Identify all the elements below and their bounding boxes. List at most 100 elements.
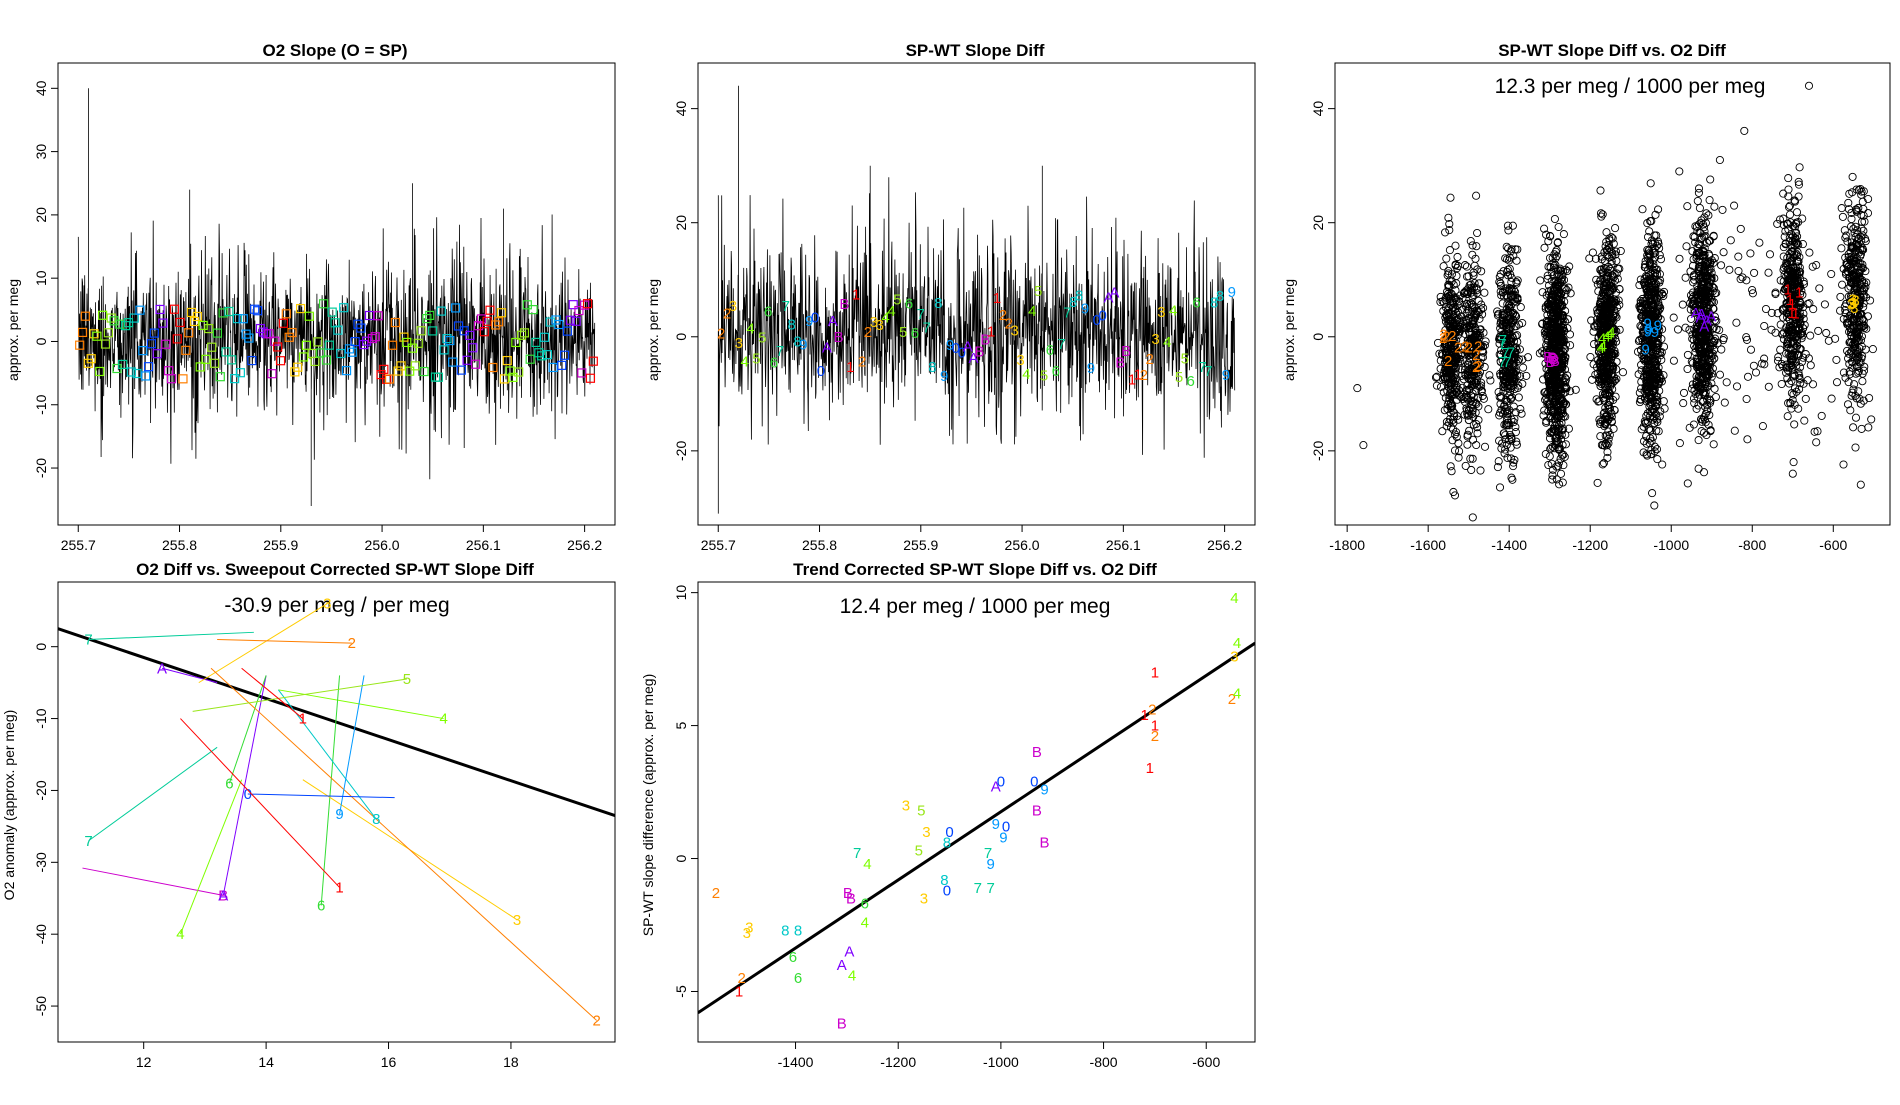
marker-square xyxy=(442,334,452,344)
point-label: B xyxy=(837,1015,847,1032)
x-tick-label: 255.9 xyxy=(263,537,298,553)
cluster-label: 1 xyxy=(1786,292,1794,309)
marker-square xyxy=(577,368,587,378)
point-label: 7 xyxy=(986,880,994,897)
x-tick-label: 18 xyxy=(503,1054,519,1070)
marker-square xyxy=(416,326,426,336)
marker-square xyxy=(293,362,303,372)
marker-label: 9 xyxy=(946,337,954,354)
segment-label: B xyxy=(218,887,228,904)
cluster-label: 2 xyxy=(1474,358,1482,375)
marker-square xyxy=(511,337,521,348)
panel-trend-corrected: Trend Corrected SP-WT Slope Diff vs. O2 … xyxy=(640,560,1256,1070)
y-tick-label: 40 xyxy=(33,80,49,96)
x-tick-label: 256.2 xyxy=(1207,537,1242,553)
point-label: 1 xyxy=(1140,707,1148,724)
marker-label: B xyxy=(834,329,844,346)
point-label: 2 xyxy=(1148,702,1156,719)
marker-square xyxy=(238,314,248,324)
cluster-label: 9 xyxy=(1644,322,1652,339)
marker-square xyxy=(115,319,125,329)
cluster-label: 7 xyxy=(1501,345,1509,362)
point-label: B xyxy=(1032,744,1042,761)
marker-label: 2 xyxy=(723,305,731,322)
segment-line xyxy=(339,675,365,815)
marker-square xyxy=(422,313,432,324)
y-tick-label: 0 xyxy=(1310,333,1326,341)
cluster-label: 4 xyxy=(1605,327,1613,344)
marker-square xyxy=(471,359,481,369)
marker-label: 9 xyxy=(805,313,813,330)
cluster-label: 2 xyxy=(1439,326,1447,343)
marker-square xyxy=(321,355,332,365)
marker-label: B xyxy=(1115,355,1125,372)
marker-square xyxy=(376,370,386,380)
point-label: 0 xyxy=(997,773,1005,790)
marker-square xyxy=(439,345,449,355)
marker-square xyxy=(100,339,111,349)
plot-frame xyxy=(697,62,1256,526)
x-tick-label: 255.7 xyxy=(61,537,96,553)
marker-label: A xyxy=(963,339,973,356)
marker-square xyxy=(75,340,85,350)
marker-square xyxy=(132,368,142,379)
marker-square xyxy=(545,317,555,327)
marker-square xyxy=(212,328,223,338)
marker-square xyxy=(184,328,194,338)
segment-label: 4 xyxy=(439,711,447,728)
marker-square xyxy=(227,355,237,365)
marker-square xyxy=(198,320,208,331)
marker-square xyxy=(258,327,268,337)
y-tick-label: -10 xyxy=(33,394,49,414)
marker-square xyxy=(155,304,165,315)
cluster-label: 7 xyxy=(1507,345,1515,362)
marker-square xyxy=(522,300,532,310)
marker-label: 9 xyxy=(1222,367,1230,384)
segment-label: 1 xyxy=(299,711,307,728)
marker-label: A xyxy=(969,350,979,367)
segment-label: 4 xyxy=(176,926,184,943)
marker-label: 4 xyxy=(1169,302,1177,319)
marker-square xyxy=(166,374,177,384)
marker-square xyxy=(89,329,99,339)
segment-line xyxy=(88,631,254,640)
x-tick-label: -1800 xyxy=(1329,537,1365,553)
x-tick-label: -1600 xyxy=(1410,537,1446,553)
marker-square xyxy=(390,317,400,328)
marker-square xyxy=(402,337,412,348)
marker-square xyxy=(336,348,346,359)
cluster-label: 2 xyxy=(1465,339,1473,356)
point-label: 8 xyxy=(943,835,951,852)
marker-square xyxy=(318,299,329,309)
segment-line xyxy=(320,675,341,906)
x-tick-label: 12 xyxy=(136,1054,152,1070)
cluster-label: 2 xyxy=(1448,328,1456,345)
marker-square xyxy=(209,358,220,368)
cluster-label: A xyxy=(1696,306,1706,323)
marker-square xyxy=(327,307,337,317)
point-label: 9 xyxy=(986,856,994,873)
marker-square xyxy=(516,330,527,340)
marker-square xyxy=(574,305,584,316)
segment-label: A xyxy=(157,660,167,677)
marker-square xyxy=(433,372,443,382)
marker-square xyxy=(235,368,245,378)
cluster-label: 2 xyxy=(1472,347,1480,364)
point-label: 9 xyxy=(999,829,1007,846)
marker-square xyxy=(445,335,455,346)
marker-label: B xyxy=(1121,343,1131,360)
marker-label: 5 xyxy=(752,351,760,368)
marker-label: A xyxy=(828,313,838,330)
point-label: 1 xyxy=(1151,718,1159,735)
marker-label: 4 xyxy=(746,320,754,337)
y-tick-label: 20 xyxy=(1310,215,1326,231)
x-tick-label: -1200 xyxy=(880,1054,916,1070)
marker-square xyxy=(387,340,398,350)
trace-line xyxy=(717,85,1236,514)
x-tick-label: 255.8 xyxy=(162,537,197,553)
segment-label: A xyxy=(218,887,228,904)
marker-square xyxy=(181,345,191,355)
marker-square xyxy=(557,360,567,370)
point-label: A xyxy=(837,957,847,974)
marker-label: 8 xyxy=(928,359,936,376)
